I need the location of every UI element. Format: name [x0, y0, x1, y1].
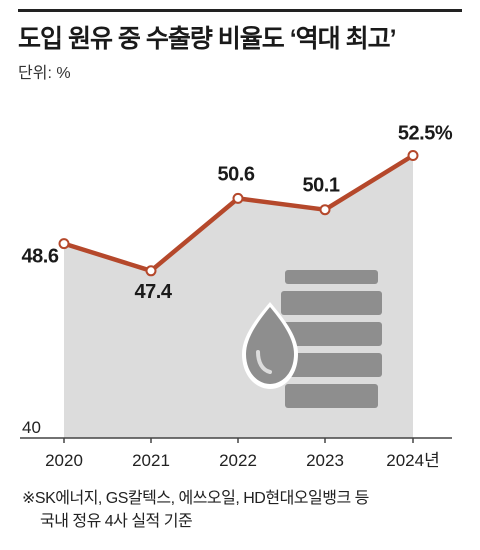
- unit-label: 단위: %: [18, 65, 71, 82]
- data-points: [58, 150, 419, 277]
- data-point: [58, 238, 70, 250]
- data-label: 52.5%: [398, 123, 453, 145]
- x-tick-label: 2022: [219, 451, 257, 470]
- footnote: ※SK에너지, GS칼텍스, 에쓰오일, HD현대오일뱅크 등 국내 정유 4사…: [22, 487, 369, 533]
- footnote-line-2: 국내 정유 4사 실적 기준: [40, 513, 193, 530]
- x-tick-label: 2024년: [386, 451, 439, 470]
- data-point: [145, 265, 157, 277]
- oil-barrel-with-drop-icon: [242, 270, 382, 408]
- y-tick-label: 40: [22, 418, 41, 437]
- x-tick-labels: 2020 2021 2022 2023 2024년: [45, 451, 440, 470]
- drop-shape: [246, 307, 294, 384]
- chart-title: 도입 원유 중 수출량 비율도 ‘역대 최고’: [18, 25, 397, 53]
- x-tick-label: 2021: [132, 451, 170, 470]
- data-label: 47.4: [135, 281, 173, 303]
- data-point: [232, 192, 244, 204]
- data-point: [319, 204, 331, 216]
- data-label: 50.6: [218, 163, 255, 185]
- top-rule: [18, 9, 462, 12]
- line-chart: 48.647.450.650.152.5% 2020 2021 2022 2023 20…: [20, 123, 454, 470]
- x-axis: [20, 437, 452, 443]
- data-label: 48.6: [22, 246, 59, 268]
- x-tick-label: 2023: [306, 451, 344, 470]
- data-labels: 48.6 47.4 50.6 50.1 52.5%: [22, 123, 454, 303]
- data-label: 50.1: [303, 175, 340, 197]
- data-point: [407, 150, 419, 161]
- drop-highlight: [256, 350, 272, 374]
- x-tick-label: 2020: [45, 451, 83, 470]
- footnote-line-1: ※SK에너지, GS칼텍스, 에쓰오일, HD현대오일뱅크 등: [22, 490, 369, 507]
